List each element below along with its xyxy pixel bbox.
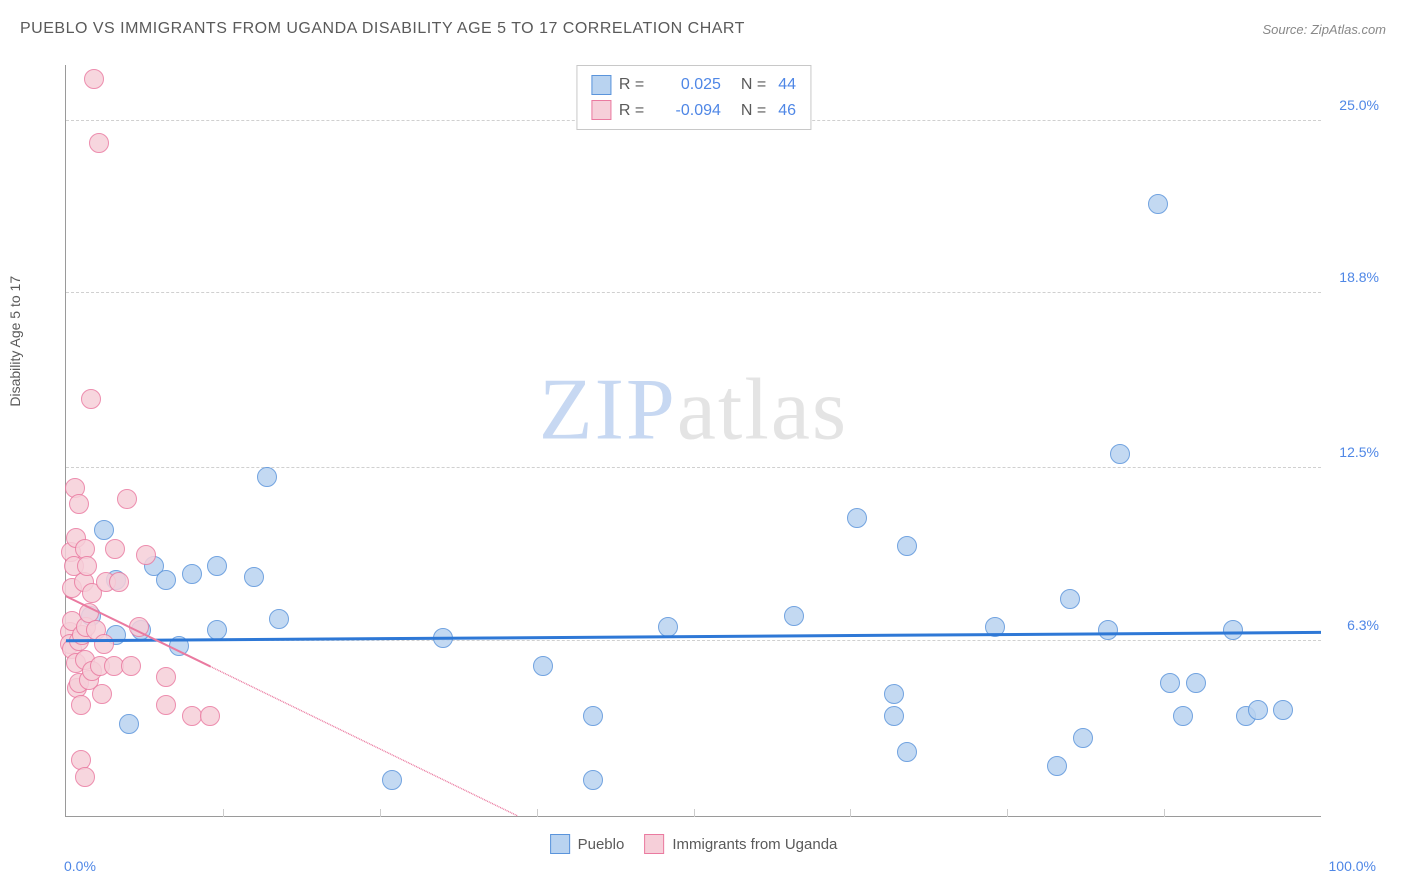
legend-label: Immigrants from Uganda xyxy=(672,836,837,853)
source-label: Source: ZipAtlas.com xyxy=(1262,22,1386,37)
y-axis-title: Disability Age 5 to 17 xyxy=(7,275,23,406)
n-value: 46 xyxy=(778,98,796,124)
legend-item: Pueblo xyxy=(550,834,625,854)
legend-swatch xyxy=(644,834,664,854)
y-tick-label: 18.8% xyxy=(1329,269,1379,285)
x-axis-min-label: 0.0% xyxy=(64,858,96,874)
series-legend: Pueblo Immigrants from Uganda xyxy=(550,834,838,854)
legend-row: R = 0.025 N = 44 xyxy=(591,72,796,98)
r-value: 0.025 xyxy=(661,72,721,98)
r-label: R = xyxy=(619,98,653,124)
trendline-dashed xyxy=(210,666,517,816)
legend-swatch xyxy=(591,100,611,120)
trendline-solid xyxy=(66,632,1321,640)
correlation-legend: R = 0.025 N = 44 R = -0.094 N = 46 xyxy=(576,65,811,130)
chart-container: Disability Age 5 to 17 ZIPatlas R =0.025… xyxy=(20,55,1386,872)
legend-label: Pueblo xyxy=(578,836,625,853)
n-label: N = xyxy=(741,72,766,98)
n-label: N = xyxy=(741,98,766,124)
y-tick-label: 25.0% xyxy=(1329,97,1379,113)
plot-area: ZIPatlas R =0.025N =44R =-0.094N =46 0.0… xyxy=(65,65,1321,817)
legend-swatch xyxy=(550,834,570,854)
x-axis-max-label: 100.0% xyxy=(1329,858,1376,874)
y-tick-label: 12.5% xyxy=(1329,444,1379,460)
legend-item: Immigrants from Uganda xyxy=(644,834,837,854)
trend-lines xyxy=(66,65,1321,816)
y-tick-label: 6.3% xyxy=(1329,617,1379,633)
r-value: -0.094 xyxy=(661,98,721,124)
chart-title: PUEBLO VS IMMIGRANTS FROM UGANDA DISABIL… xyxy=(20,20,745,38)
n-value: 44 xyxy=(778,72,796,98)
trendline-solid xyxy=(66,596,210,666)
legend-swatch xyxy=(591,75,611,95)
r-label: R = xyxy=(619,72,653,98)
legend-row: R = -0.094 N = 46 xyxy=(591,98,796,124)
